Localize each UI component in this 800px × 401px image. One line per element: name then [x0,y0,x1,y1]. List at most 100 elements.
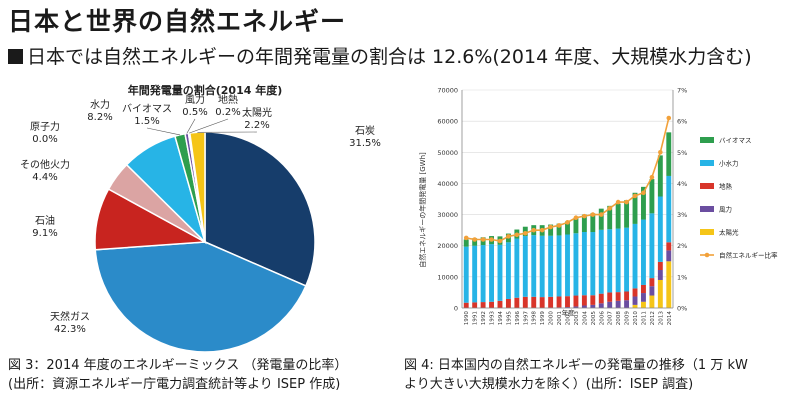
bar-バイオマス-2000 [548,224,554,236]
pie-value-原子力: 0.0% [32,134,57,145]
pie-label-風力: 風力 [185,93,205,106]
bar-小水力-1996 [514,238,520,298]
ratio-point-2009 [624,199,629,205]
bar-地熱-2004 [581,295,587,306]
leader-line-地熱 [188,118,229,134]
y-tick-label: 70000 [437,87,458,95]
bar-小水力-1991 [472,245,478,303]
ratio-point-2000 [548,224,553,230]
bar-バイオマス-2004 [581,214,587,233]
x-tick-label: 1991 [473,311,479,326]
bar-風力-2010 [632,296,638,305]
x-tick-label: 2008 [616,311,622,326]
x-tick-label: 2014 [667,311,673,326]
y-tick-label: 30000 [437,211,458,219]
x-tick-label: 2013 [658,311,664,326]
leader-line-バイオマス [146,127,181,136]
y2-tick-label: 7% [677,87,687,95]
pie-value-地熱: 0.2% [215,107,240,118]
bar-太陽光-2012 [649,295,655,308]
bar-バイオマス-2005 [590,213,596,233]
pie-label-石炭: 石炭 [355,125,375,137]
legend-label-ratio: 自然エネルギー比率 [719,251,778,260]
ratio-point-1999 [539,227,545,233]
y-tick-label: 0 [454,305,458,313]
pie-chart-title: 年間発電量の割合(2014 年度) [128,83,283,97]
x-tick-label: 2007 [608,311,614,326]
ratio-point-1992 [480,237,486,242]
bar-バイオマス-2008 [615,203,621,229]
pie-label-水力: 水力 [90,98,110,111]
bar-地熱-2010 [632,288,638,297]
x-tick-label: 2000 [549,311,555,326]
bar-風力-2008 [615,300,621,308]
bar-小水力-2014 [666,175,672,243]
caption-figure-4: 図 4: 日本国内の自然エネルギーの発電量の推移（1 万 kW より大きい大規模… [404,356,748,394]
bar-小水力-2002 [565,234,570,297]
ratio-point-2001 [556,223,562,228]
leader-line-風力 [186,118,196,134]
pie-label-原子力: 原子力 [30,120,60,133]
x-tick-label: 2003 [574,311,580,326]
x-tick-label: 2006 [599,311,605,326]
page-title: 日本と世界の自然エネルギー [8,7,347,36]
pie-value-バイオマス: 1.5% [134,116,159,127]
ratio-point-2002 [565,220,570,225]
legend-swatch-小水力 [700,160,714,166]
x-tick-label: 1998 [532,311,538,326]
ratio-point-1998 [531,227,537,233]
bar-バイオマス-2014 [666,132,672,176]
ratio-point-2006 [598,212,604,217]
bar-小水力-2008 [615,228,621,293]
pie-label-地熱: 地熱 [218,93,238,106]
y2-tick-label: 3% [677,211,687,219]
legend-swatch-地熱 [700,183,714,189]
bar-バイオマス-2003 [573,217,579,234]
bar-風力-2002 [565,307,570,308]
legend-label-風力: 風力 [719,205,732,214]
x-tick-label: 2005 [591,311,597,326]
bar-風力-2006 [598,303,604,308]
x-tick-label: 1990 [464,311,470,326]
y-axis-label: 自然エネルギーの年間発電量 [GWh] [418,152,427,268]
stacked-bar-chart: 0 10000 20000 30000 40000 50000 60000 70000 0% 1%… [418,87,778,326]
pie-value-太陽光: 2.2% [244,120,269,131]
bar-地熱-1996 [514,297,520,308]
ratio-point-2003 [573,215,579,220]
caption-figure-3-line1: 図 3：2014 年度のエネルギーミックス （発電量の比率） [8,358,348,373]
ratio-point-2004 [582,213,587,219]
legend-label-太陽光: 太陽光 [719,228,739,237]
bar-風力-2005 [590,304,596,308]
pie-label-太陽光: 太陽光 [242,106,272,119]
legend-label-小水力: 小水力 [719,159,739,168]
bar-地熱-2012 [649,278,655,287]
pie-slice-天然ガス [94,241,307,353]
y2-tick-label: 0% [677,305,687,313]
bar-小水力-2007 [607,229,613,293]
bar-バイオマス-2007 [607,205,613,230]
pie-value-水力: 8.2% [87,112,112,123]
pie-value-風力: 0.5% [182,107,207,118]
bar-地熱-2003 [573,295,579,307]
pie-value-その他火力: 4.4% [32,172,57,183]
bar-バイオマス-2001 [556,223,562,236]
x-tick-label: 1993 [490,311,496,326]
bar-バイオマス-2009 [624,200,630,228]
bar-小水力-2000 [548,235,554,297]
x-tick-label: 2004 [582,311,588,326]
ratio-point-2008 [615,199,621,205]
y-tick-label: 10000 [437,273,458,281]
bar-小水力-2006 [598,229,604,294]
bar-小水力-2004 [581,232,587,296]
bar-地熱-2009 [624,291,630,301]
ratio-point-1994 [497,238,503,244]
subtitle-text: 日本では自然エネルギーの年間発電量の割合は 12.6%(2014 年度、大規模水… [27,46,752,68]
bar-地熱-2002 [565,296,570,308]
y2-tick-label: 6% [677,118,687,126]
bar-小水力-2012 [649,213,655,279]
bar-バイオマス-2011 [641,186,646,220]
ratio-point-2010 [632,193,638,199]
ratio-point-2005 [590,212,596,217]
ratio-point-1995 [506,234,511,239]
x-tick-label: 1995 [506,311,512,326]
